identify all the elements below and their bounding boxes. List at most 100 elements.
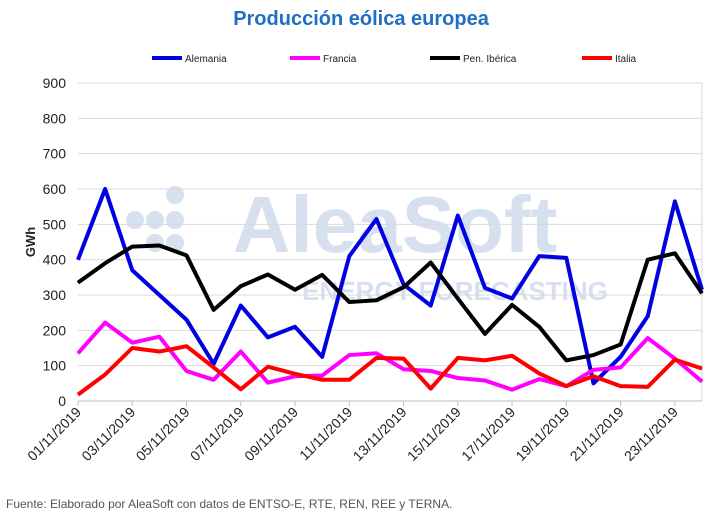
data-point (457, 357, 459, 359)
legend-label: Italia (615, 54, 637, 65)
data-point (538, 326, 540, 328)
data-point (213, 366, 215, 368)
data-point (592, 354, 594, 356)
data-point (77, 394, 79, 396)
x-tick-label: 05/11/2019 (133, 404, 193, 464)
data-point (240, 285, 242, 287)
data-point (592, 375, 594, 377)
data-point (321, 375, 323, 377)
data-point (321, 379, 323, 381)
data-point (240, 388, 242, 390)
x-tick-label: 09/11/2019 (241, 404, 301, 464)
y-tick-label: 300 (43, 287, 67, 303)
watermark-dot (166, 186, 184, 204)
data-point (647, 259, 649, 261)
data-point (701, 367, 703, 369)
data-point (375, 299, 377, 301)
y-tick-label: 100 (43, 358, 67, 374)
data-point (403, 368, 405, 370)
data-point (158, 294, 160, 296)
data-point (701, 381, 703, 383)
data-point (511, 355, 513, 357)
data-point (186, 319, 188, 321)
x-tick-label: 15/11/2019 (404, 404, 464, 464)
data-point (213, 363, 215, 365)
data-point (131, 246, 133, 248)
data-point (213, 379, 215, 381)
data-point (674, 200, 676, 202)
data-point (294, 289, 296, 291)
legend-label: Alemania (185, 54, 227, 65)
legend-label: Francia (323, 54, 357, 65)
data-point (348, 301, 350, 303)
data-point (375, 357, 377, 359)
data-point (538, 378, 540, 380)
data-point (484, 333, 486, 335)
x-tick-label: 01/11/2019 (24, 404, 84, 464)
data-point (131, 269, 133, 271)
y-tick-label: 700 (43, 146, 67, 162)
watermark-dot (146, 234, 164, 252)
data-point (403, 286, 405, 288)
data-point (430, 388, 432, 390)
data-point (294, 326, 296, 328)
data-point (430, 370, 432, 372)
data-point (375, 352, 377, 354)
y-tick-label: 600 (43, 181, 67, 197)
data-point (158, 351, 160, 353)
data-point (565, 257, 567, 259)
data-point (104, 374, 106, 375)
y-tick-label: 200 (43, 322, 67, 338)
data-point (348, 354, 350, 356)
data-point (484, 287, 486, 289)
data-point (430, 261, 432, 263)
data-point (77, 282, 79, 284)
data-point (240, 351, 242, 353)
data-point (592, 369, 594, 371)
data-point (484, 359, 486, 361)
data-point (592, 382, 594, 384)
data-point (158, 336, 160, 338)
data-point (294, 375, 296, 377)
data-point (620, 385, 622, 387)
series-line-francia (76, 320, 704, 392)
data-point (294, 373, 296, 375)
data-point (674, 252, 676, 254)
y-tick-label: 900 (43, 75, 67, 91)
data-point (186, 345, 188, 347)
data-point (403, 358, 405, 360)
series-line-italia (76, 344, 703, 397)
watermark-dot (126, 211, 144, 229)
data-point (104, 262, 106, 264)
data-point (538, 372, 540, 374)
data-point (104, 322, 106, 324)
data-point (348, 255, 350, 257)
data-point (647, 315, 649, 317)
data-point (240, 305, 242, 307)
data-point (538, 255, 540, 257)
x-tick-label: 19/11/2019 (512, 404, 572, 464)
data-point (321, 274, 323, 276)
data-point (131, 347, 133, 349)
data-point (348, 379, 350, 381)
x-tick-label: 17/11/2019 (458, 404, 518, 464)
data-point (267, 336, 269, 338)
data-point (511, 304, 513, 306)
data-point (186, 254, 188, 256)
data-point (267, 366, 269, 368)
watermark-dot (166, 211, 184, 229)
data-point (267, 274, 269, 276)
data-point (674, 359, 676, 361)
data-point (375, 218, 377, 220)
x-tick-label: 23/11/2019 (621, 404, 681, 464)
data-point (511, 298, 513, 300)
x-tick-label: 03/11/2019 (78, 404, 138, 464)
data-point (430, 305, 432, 307)
y-tick-label: 400 (43, 252, 67, 268)
source-note: Fuente: Elaborado por AleaSoft con datos… (6, 497, 453, 511)
data-point (484, 380, 486, 382)
series-line-pen-ib-rica (76, 243, 704, 363)
y-tick-label: 0 (58, 393, 66, 409)
y-axis-label: GWh (23, 227, 38, 257)
